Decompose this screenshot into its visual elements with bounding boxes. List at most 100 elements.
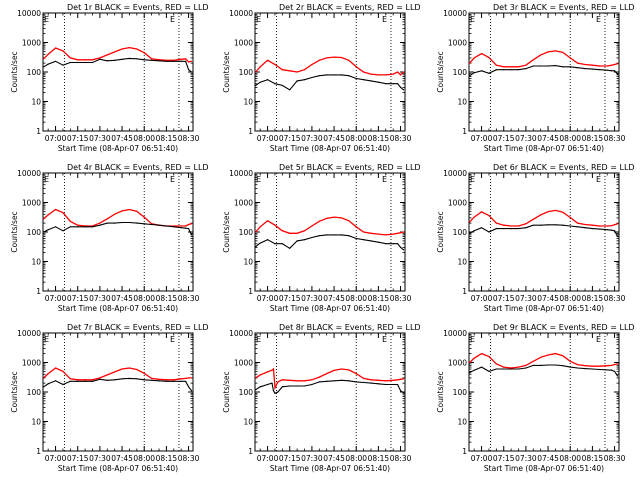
lld-point (613, 63, 616, 66)
events-point (62, 383, 64, 386)
lld-point (43, 58, 45, 60)
events-point (128, 57, 131, 59)
y-axis-label: Counts/sec (222, 371, 231, 412)
y-tick-label: 1 (248, 127, 253, 136)
lld-point (495, 64, 497, 66)
lld-point (99, 57, 101, 59)
events-point (272, 390, 275, 392)
lld-point (402, 378, 405, 380)
events-point (355, 381, 357, 383)
events-point (554, 224, 557, 226)
lld-point (599, 365, 601, 367)
x-tick-label: 07:00 (471, 134, 493, 143)
x-tick-label: 07:00 (471, 294, 493, 303)
events-point (311, 76, 313, 79)
x-tick-label: 08:30 (604, 294, 626, 303)
lld-point (143, 216, 145, 218)
events-point (584, 227, 586, 229)
marker-label-e: E (44, 335, 49, 344)
lld-point (399, 378, 402, 380)
lld-point (296, 380, 298, 382)
lld-point (77, 224, 79, 226)
x-tick-label: 08:15 (156, 134, 178, 143)
lld-point (91, 379, 94, 381)
events-point (377, 81, 379, 83)
lld-point (114, 213, 116, 215)
events-point (503, 228, 505, 230)
lld-point (599, 225, 601, 227)
lld-point (136, 48, 138, 50)
panel-det-2: Det 2r BLACK = Events, RED = LLD 1 10 100 10… (222, 3, 421, 153)
x-tick-label: 07:30 (301, 294, 323, 303)
lld-point (277, 381, 279, 383)
lld-point (355, 373, 357, 375)
events-point (392, 83, 394, 85)
y-tick-label: 1000 (234, 359, 253, 368)
x-tick-label: 07:45 (323, 134, 345, 143)
events-point (473, 369, 475, 371)
lld-point (392, 233, 394, 235)
events-point (469, 75, 471, 77)
series-lld-line (255, 216, 404, 236)
lld-point (363, 231, 365, 233)
panel-title: Det 6r BLACK = Events, RED = LLD (493, 163, 635, 172)
lld-point (569, 57, 571, 59)
events-point (128, 377, 131, 379)
x-tick-label: 07:00 (257, 134, 279, 143)
events-point (488, 231, 490, 233)
x-tick-label: 07:45 (111, 134, 133, 143)
plot-frame (42, 332, 194, 452)
plot-frame (468, 172, 620, 292)
lld-point (266, 220, 269, 222)
events-point (289, 89, 291, 91)
series-events-line (43, 221, 192, 236)
x-tick-label: 07:45 (537, 294, 559, 303)
series-lld-line (43, 208, 192, 227)
y-axis-label: Counts/sec (222, 211, 231, 252)
lld-point (613, 363, 616, 366)
events-point (613, 70, 616, 72)
events-point (91, 380, 94, 382)
events-point (473, 72, 475, 74)
lld-point (303, 380, 306, 382)
events-point (190, 234, 193, 236)
events-point (114, 222, 116, 224)
events-point (121, 221, 123, 224)
lld-point (591, 64, 593, 66)
x-tick-label: 07:15 (279, 294, 301, 303)
lld-point (54, 208, 57, 211)
panel-det-3: Det 3r BLACK = Events, RED = LLD 1 10 100 10… (436, 3, 635, 153)
lld-point (190, 60, 193, 62)
lld-point (611, 364, 613, 366)
events-point (370, 382, 372, 384)
lld-point (569, 360, 571, 362)
x-tick-label: 07:45 (323, 454, 345, 463)
events-point (606, 369, 608, 371)
x-tick-label: 07:30 (89, 454, 111, 463)
x-tick-label: 07:00 (45, 294, 67, 303)
x-axis-label: Start Time (08-Apr-07 06:51:40) (58, 464, 178, 473)
lld-point (577, 222, 579, 224)
events-point (554, 64, 557, 67)
events-point (495, 368, 497, 370)
events-point (158, 224, 160, 226)
y-tick-label: 100 (27, 228, 42, 237)
y-tick-label: 100 (27, 68, 42, 77)
panel-det-7: Det 7r BLACK = Events, RED = LLD 1 10 100 10… (10, 323, 209, 473)
x-axis-label: Start Time (08-Apr-07 06:51:40) (58, 304, 178, 313)
events-point (402, 249, 405, 251)
lld-point (495, 363, 497, 365)
lld-point (616, 363, 619, 365)
events-point (495, 228, 497, 230)
x-tick-label: 07:15 (493, 294, 515, 303)
lld-point (613, 224, 616, 226)
events-point (355, 77, 357, 80)
events-point (54, 60, 57, 62)
events-point (599, 228, 601, 230)
lld-point (158, 59, 160, 61)
panel-det-4: Det 4r BLACK = Events, RED = LLD 1 10 100 10… (10, 163, 209, 313)
y-axis-label: Counts/sec (436, 371, 445, 412)
events-point (562, 224, 564, 226)
y-tick-label: 1000 (22, 39, 41, 48)
events-point (611, 229, 613, 231)
